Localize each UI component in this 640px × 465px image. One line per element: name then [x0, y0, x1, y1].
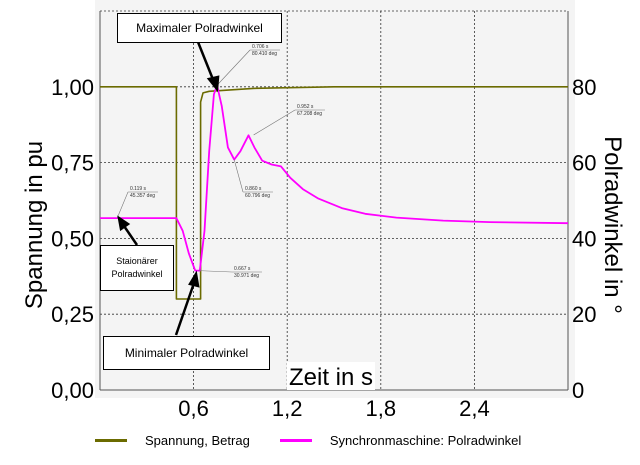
callout-min: Minimaler Polradwinkel: [103, 336, 270, 370]
legend-item-polradwinkel: Synchronmaschine: Polradwinkel: [279, 433, 522, 448]
annotation-leader: [253, 109, 296, 136]
annotation-value: 45.357 deg: [130, 193, 155, 199]
arrow-stationary-head: [117, 215, 131, 232]
x-tick-label: 1,2: [272, 396, 303, 421]
y-right-tick-label: 0: [572, 378, 584, 403]
y-right-tick-label: 60: [572, 151, 596, 176]
y-right-tick-label: 20: [572, 302, 596, 327]
legend-label: Synchronmaschine: Polradwinkel: [329, 433, 522, 448]
arrow-min: [174, 282, 196, 336]
annotation-value: 67.208 deg: [297, 111, 322, 117]
legend-item-spannung: Spannung, Betrag: [95, 433, 250, 448]
annotation-value: 30.971 deg: [234, 273, 259, 279]
annotation-value: 60.796 deg: [245, 193, 270, 199]
y-tick-label: 0,25: [51, 302, 94, 327]
series-polradwinkel-line: [100, 84, 569, 272]
x-tick-label: 2,4: [459, 396, 490, 421]
y-right-tick-label: 40: [572, 226, 596, 251]
plot-background: [95, 0, 575, 398]
annotation-time: 0.667 s: [234, 266, 251, 272]
callout-stationary: Staionärer Polradwinkel: [100, 245, 174, 291]
legend-swatch: [95, 439, 127, 442]
annotation-time: 0.860 s: [245, 186, 262, 192]
x-tick-label: 1,8: [366, 396, 397, 421]
callout-max: Maximaler Polradwinkel: [117, 13, 282, 43]
y-axis-label: Spannung in pu: [21, 141, 48, 309]
y-tick-label: 0,75: [51, 151, 94, 176]
y-right-tick-label: 80: [572, 75, 596, 100]
legend: Spannung, Betrag Synchronmaschine: Polra…: [95, 433, 521, 448]
xlabel-background: [287, 362, 375, 390]
y-tick-label: 0,50: [51, 226, 94, 251]
annotation-leader: [198, 270, 233, 273]
legend-swatch: [279, 439, 312, 442]
series-spannung-line: [100, 86, 568, 300]
y-tick-label: 1,00: [51, 75, 94, 100]
callout-stationary-line2: Polradwinkel: [111, 269, 163, 279]
annotation-time: 0.706 s: [252, 44, 269, 50]
annotation-leader: [116, 191, 129, 219]
annotation-time: 0.119 s: [130, 186, 147, 192]
legend-label: Spannung, Betrag: [145, 433, 250, 448]
arrow-min-head: [188, 270, 200, 288]
y-tick-label: 0,00: [51, 378, 94, 403]
arrow-stationary: [122, 225, 139, 246]
x-tick-label: 0,6: [178, 396, 209, 421]
annotation-leader: [216, 49, 251, 86]
arrow-max-head: [206, 75, 220, 93]
callout-stationary-line1: Staionärer: [116, 256, 158, 266]
annotation-time: 0.952 s: [297, 104, 314, 110]
y-right-axis-label: Polradwinkel in °: [599, 136, 626, 314]
arrow-max: [196, 41, 216, 83]
annotation-value: 80.410 deg: [252, 51, 277, 57]
annotation-leader: [233, 159, 244, 193]
x-axis-label: Zeit in s: [289, 364, 373, 391]
